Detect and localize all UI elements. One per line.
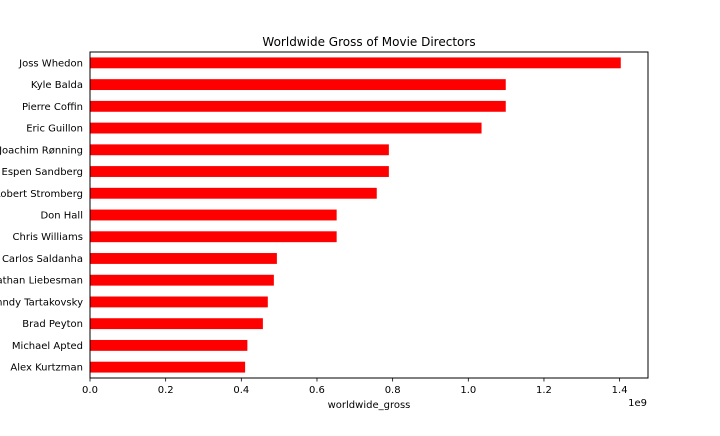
y-tick-label: Joss Whedon <box>18 58 83 69</box>
bars-layer <box>90 57 621 373</box>
bar <box>90 100 506 112</box>
x-tick-label: 1.0 <box>460 385 476 396</box>
x-axis-label: worldwide_gross <box>328 400 411 411</box>
bar <box>90 79 506 91</box>
y-tick-label: Genndy Tartakovsky <box>0 297 83 308</box>
bar <box>90 339 248 351</box>
x-tick-label: 0.8 <box>385 385 401 396</box>
bar <box>90 122 482 134</box>
bar <box>90 187 377 199</box>
y-tick-label: Kyle Balda <box>31 80 83 91</box>
x-tick-label: 0.6 <box>309 385 325 396</box>
bar <box>90 296 268 308</box>
x-tick-label: 0.2 <box>158 385 174 396</box>
y-tick-label: Espen Sandberg <box>2 167 84 178</box>
y-tick-label: Carlos Saldanha <box>2 254 83 265</box>
x-axis-multiplier: 1e9 <box>628 398 647 409</box>
y-tick-label: Brad Peyton <box>22 319 83 330</box>
y-tick-label: Alex Kurtzman <box>10 363 83 374</box>
y-tick-label: Joachim Rønning <box>0 145 83 156</box>
x-tick-label: 1.2 <box>536 385 552 396</box>
bar <box>90 361 246 373</box>
y-tick-label: Pierre Coffin <box>22 102 83 113</box>
chart-title: Worldwide Gross of Movie Directors <box>262 35 475 49</box>
y-axis: Joss Whedon Kyle Balda Pierre Coffin Eric G… <box>0 58 84 374</box>
y-tick-label: Michael Apted <box>12 341 83 352</box>
x-tick-label: 0.0 <box>82 385 98 396</box>
y-tick-label: Chris Williams <box>13 232 83 243</box>
bar <box>90 318 263 330</box>
plot-frame <box>89 51 649 379</box>
bar <box>90 253 277 264</box>
bar <box>90 274 274 286</box>
y-tick-label: Eric Guillon <box>26 124 83 135</box>
bar <box>90 166 389 177</box>
bar <box>90 144 389 156</box>
y-tick-label: Jonathan Liebesman <box>0 276 83 287</box>
bar <box>90 209 337 221</box>
y-tick-label: Don Hall <box>40 211 83 222</box>
y-tick-label: Robert Stromberg <box>0 189 83 200</box>
x-axis: 0.0 0.2 0.4 0.6 0.8 1.0 1.2 1.4 <box>82 378 628 396</box>
bar <box>90 231 337 243</box>
x-tick-label: 1.4 <box>612 385 628 396</box>
bar <box>90 57 621 69</box>
x-tick-label: 0.4 <box>233 385 249 396</box>
